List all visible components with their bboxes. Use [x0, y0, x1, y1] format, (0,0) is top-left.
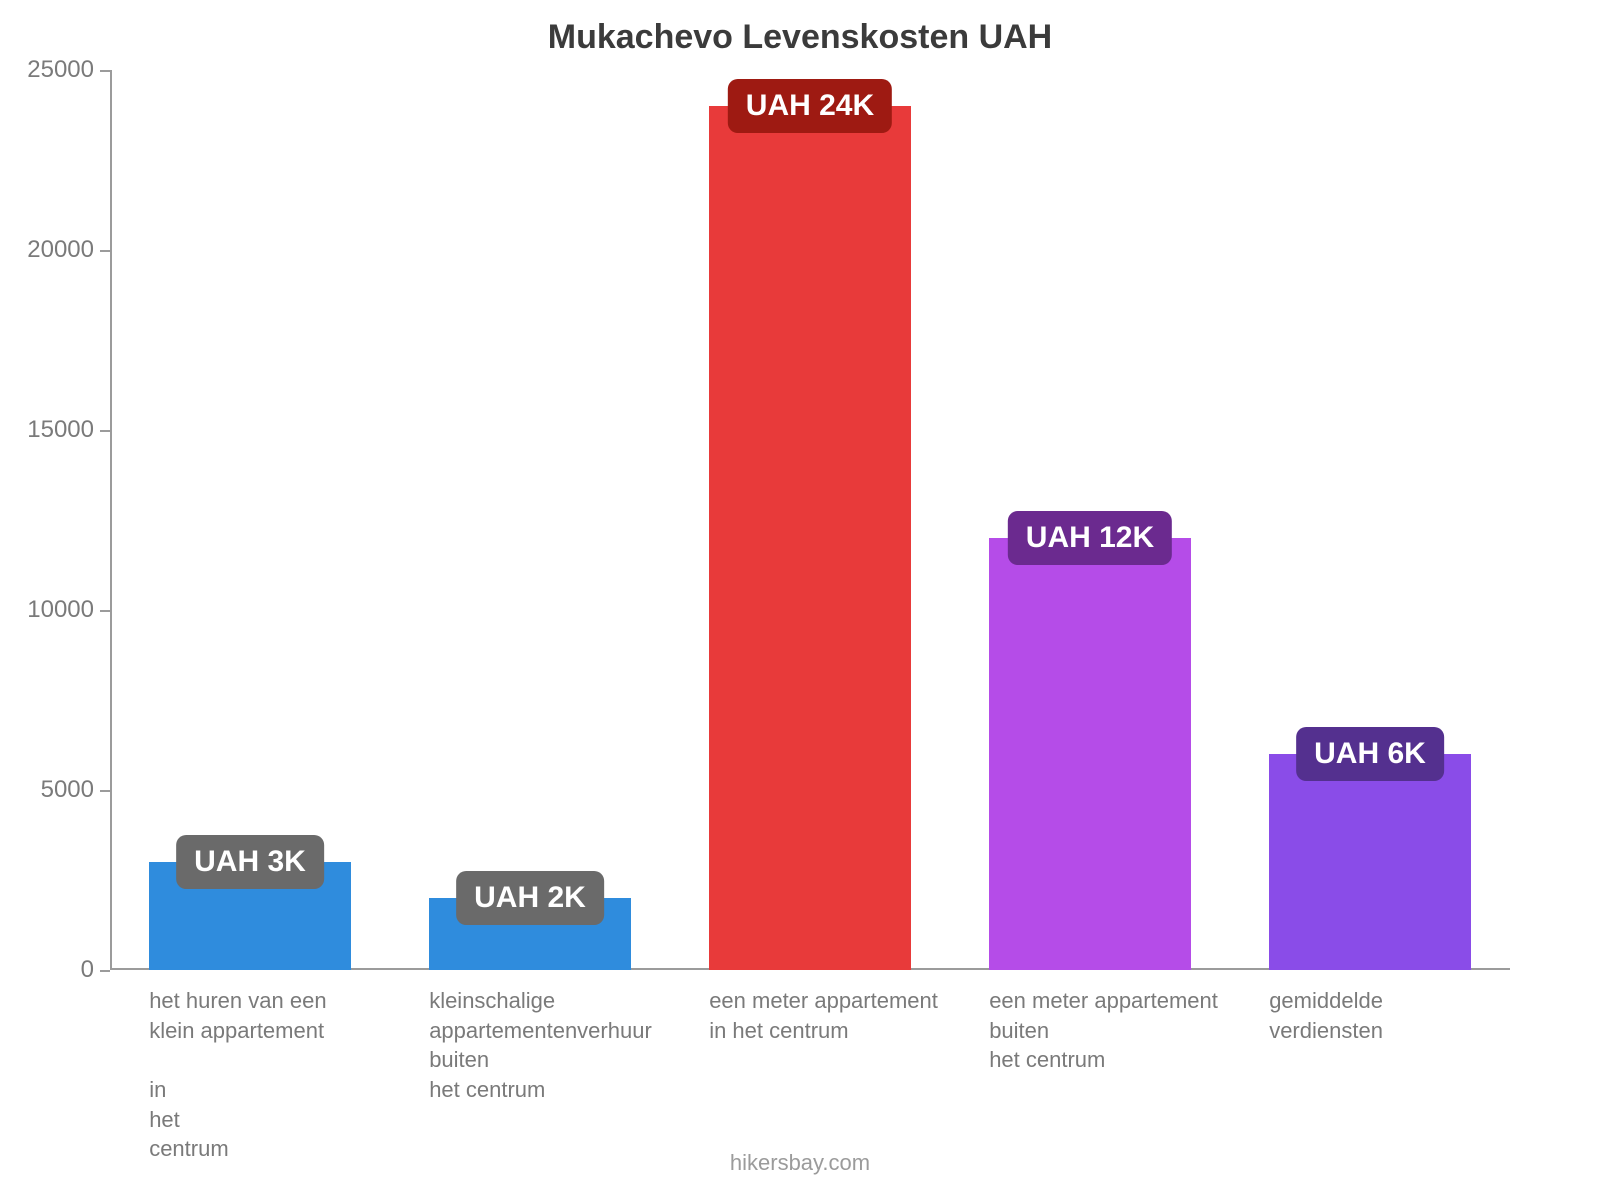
attribution-text: hikersbay.com — [0, 1150, 1600, 1176]
value-badge: UAH 12K — [1008, 511, 1172, 565]
y-tick-label: 20000 — [27, 236, 110, 264]
x-category-label: een meter appartementin het centrum — [709, 970, 951, 1045]
bar: UAH 12K — [989, 538, 1191, 970]
value-badge: UAH 6K — [1296, 727, 1444, 781]
y-tick-label: 5000 — [41, 776, 110, 804]
x-category-label: gemiddeldeverdiensten — [1269, 970, 1511, 1045]
bar: UAH 3K — [149, 862, 351, 970]
x-category-label: het huren van eenklein appartement inhet… — [149, 970, 391, 1164]
x-category-label: een meter appartementbuitenhet centrum — [989, 970, 1231, 1075]
bar: UAH 6K — [1269, 754, 1471, 970]
plot-area: UAH 3KUAH 2KUAH 24KUAH 12KUAH 6K 0500010… — [110, 70, 1510, 970]
y-tick-label: 25000 — [27, 56, 110, 84]
chart-title: Mukachevo Levenskosten UAH — [0, 18, 1600, 57]
bar: UAH 2K — [429, 898, 631, 970]
chart-container: Mukachevo Levenskosten UAH UAH 3KUAH 2KU… — [0, 0, 1600, 1200]
y-tick-label: 10000 — [27, 596, 110, 624]
x-category-label: kleinschaligeappartementenverhuurbuitenh… — [429, 970, 671, 1105]
value-badge: UAH 3K — [176, 835, 324, 889]
y-tick-label: 15000 — [27, 416, 110, 444]
bar: UAH 24K — [709, 106, 911, 970]
y-tick-label: 0 — [81, 956, 110, 984]
value-badge: UAH 24K — [728, 79, 892, 133]
bars-layer: UAH 3K UAH 2K UAH 24K UAH 12K UAH 6K — [110, 70, 1510, 970]
value-badge: UAH 2K — [456, 871, 604, 925]
